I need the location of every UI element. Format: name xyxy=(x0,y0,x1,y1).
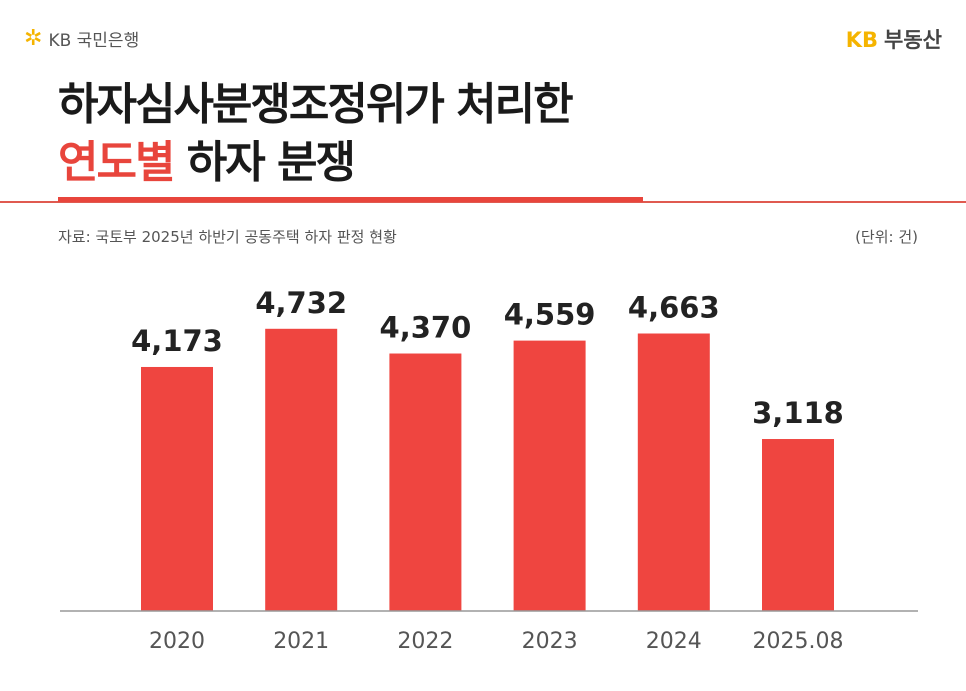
data-label: 4,370 xyxy=(380,311,472,345)
title-rest: 하자 분쟁 xyxy=(186,137,356,188)
left-logo-text: KB 국민은행 xyxy=(48,31,140,51)
x-tick-label: 2020 xyxy=(149,629,205,654)
title-line1: 하자심사분쟁조정위가 처리한 xyxy=(58,79,574,130)
kb-kookmin-bank-logo: ✲ KB 국민은행 xyxy=(24,26,139,51)
right-logo-text: 부동산 xyxy=(884,28,942,52)
x-tick-label: 2024 xyxy=(646,629,702,654)
unit-note: (단위: 건) xyxy=(855,228,918,246)
data-label: 4,559 xyxy=(504,298,596,332)
title-line2: 연도별 하자 분쟁 xyxy=(58,134,572,192)
page-title: 하자심사분쟁조정위가 처리한 연도별 하자 분쟁 xyxy=(58,76,574,192)
kb-real-estate-logo: KB 부동산 xyxy=(846,24,942,54)
data-label: 4,663 xyxy=(628,291,720,325)
source-note: 자료: 국토부 2025년 하반기 공동주택 하자 판정 현황 xyxy=(58,228,397,246)
data-label: 3,118 xyxy=(752,396,844,430)
bar-2024 xyxy=(637,333,710,611)
kb-star-icon: ✲ xyxy=(24,25,43,51)
data-label: 4,732 xyxy=(255,286,347,320)
data-label: 4,173 xyxy=(131,324,223,358)
bar-2022 xyxy=(389,353,462,611)
bar-2021 xyxy=(265,328,338,611)
bar-2023 xyxy=(513,340,586,611)
x-tick-label: 2021 xyxy=(273,629,329,654)
x-tick-label: 2025.08 xyxy=(753,629,844,654)
x-tick-label: 2022 xyxy=(397,629,453,654)
bar-2025.08 xyxy=(762,439,834,611)
x-tick-label: 2023 xyxy=(522,629,578,654)
title-underline xyxy=(58,197,643,202)
bar-2020 xyxy=(141,366,213,611)
kb-mark: KB xyxy=(845,28,879,52)
divider xyxy=(0,201,966,203)
title-highlight: 연도별 xyxy=(58,137,175,188)
